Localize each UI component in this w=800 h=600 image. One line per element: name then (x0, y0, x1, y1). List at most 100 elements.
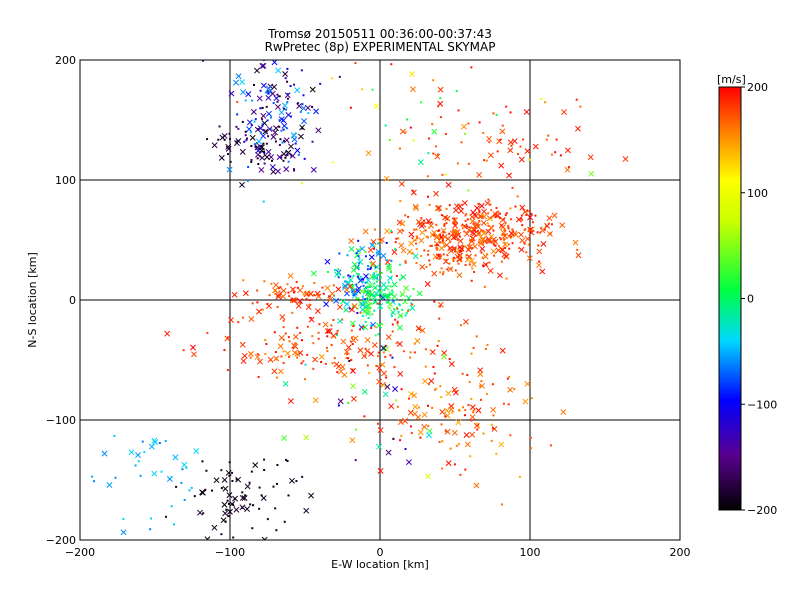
data-point-dot (370, 327, 373, 330)
y-tick-label: −100 (46, 414, 76, 427)
data-point-cross (405, 294, 412, 301)
data-point-cross (341, 371, 348, 378)
data-point-dot (267, 92, 270, 95)
data-point-dot (392, 300, 395, 303)
data-point-cross (522, 208, 529, 215)
data-point-cross (128, 449, 135, 456)
data-point-cross (245, 91, 252, 98)
x-tick-label: −100 (215, 546, 245, 559)
data-point-dot (286, 80, 289, 83)
data-point-dot (326, 350, 329, 353)
plot-frame (79, 59, 681, 541)
data-point-cross (468, 238, 475, 245)
data-point-dot (468, 263, 471, 266)
data-point-dot (368, 371, 371, 374)
data-point-dot (253, 120, 256, 123)
data-point-dot (472, 227, 475, 230)
data-point-cross (152, 439, 159, 446)
data-point-dot (256, 301, 259, 304)
data-point-dot (359, 275, 362, 278)
data-point-dot (460, 324, 463, 327)
data-point-dot (397, 310, 400, 313)
data-point-cross (284, 92, 291, 99)
data-point-dot (193, 495, 196, 498)
data-point-cross (544, 222, 551, 229)
colorbar-tick-label: −200 (747, 504, 777, 517)
data-point-cross (371, 342, 378, 348)
data-point-dot (358, 262, 361, 265)
data-point-dot (388, 264, 391, 267)
data-point-dot (328, 295, 331, 298)
data-point-cross (313, 108, 320, 115)
data-point-cross (281, 122, 288, 129)
data-point-dot (453, 217, 456, 220)
data-point-dot (365, 311, 368, 314)
data-point-dot (373, 282, 376, 285)
data-point-dot (347, 274, 350, 277)
data-point-dot (575, 98, 578, 101)
data-point-cross (447, 245, 454, 252)
data-point-dot (482, 229, 485, 232)
data-point-cross (501, 251, 508, 258)
data-point-dot (426, 221, 429, 224)
data-point-dot (370, 266, 373, 269)
data-point-dot (301, 182, 304, 185)
data-point-dot (437, 340, 440, 343)
data-point-dot (507, 243, 510, 246)
data-point-dot (396, 322, 399, 325)
data-point-dot (333, 269, 336, 272)
data-point-dot (426, 195, 429, 198)
data-point-dot (424, 348, 427, 351)
data-point-dot (492, 229, 495, 232)
data-point-dot (250, 158, 253, 161)
data-point-dot (472, 346, 475, 349)
data-point-dot (507, 403, 510, 406)
data-point-dot (286, 97, 289, 100)
data-point-cross (362, 228, 369, 235)
data-point-dot (313, 282, 316, 285)
data-point-cross (461, 200, 468, 207)
data-point-dot (366, 268, 369, 271)
data-point-dot (114, 580, 116, 582)
data-point-cross (303, 434, 310, 441)
data-point-dot (502, 218, 505, 221)
data-point-cross (258, 166, 265, 173)
data-point-dot (376, 422, 379, 425)
data-point-cross (231, 291, 238, 298)
data-point-dot (359, 311, 362, 314)
data-point-dot (503, 228, 506, 231)
data-point-dot (530, 213, 533, 216)
data-point-cross (340, 338, 347, 345)
data-point-dot (357, 266, 360, 269)
data-point-cross (502, 241, 509, 248)
data-point-dot (457, 109, 460, 112)
data-point-dot (443, 223, 446, 226)
data-point-dot (400, 388, 403, 391)
data-point-cross (422, 378, 428, 385)
data-point-cross (275, 293, 282, 300)
data-point-dot (170, 476, 173, 479)
data-point-dot (376, 273, 379, 276)
data-point-cross (310, 166, 317, 173)
data-point-dot (114, 476, 117, 479)
data-point-cross (377, 290, 384, 297)
data-point-dot (508, 375, 511, 378)
data-point-cross (457, 238, 464, 244)
data-point-cross (524, 380, 531, 387)
data-point-dot (278, 287, 281, 290)
data-point-cross (526, 255, 533, 262)
data-point-cross (411, 392, 418, 399)
data-point-dot (480, 229, 483, 232)
data-point-dot (348, 307, 351, 310)
data-point-dot (282, 361, 285, 364)
data-point-dot (529, 447, 532, 450)
data-point-dot (538, 260, 541, 263)
data-point-cross (277, 343, 284, 350)
data-point-cross (460, 123, 467, 130)
data-point-dot (389, 354, 392, 357)
data-point-dot (280, 355, 283, 358)
data-point-cross (226, 492, 233, 499)
data-point-cross (507, 147, 514, 154)
data-point-dot (378, 370, 381, 373)
data-point-cross (400, 274, 407, 280)
